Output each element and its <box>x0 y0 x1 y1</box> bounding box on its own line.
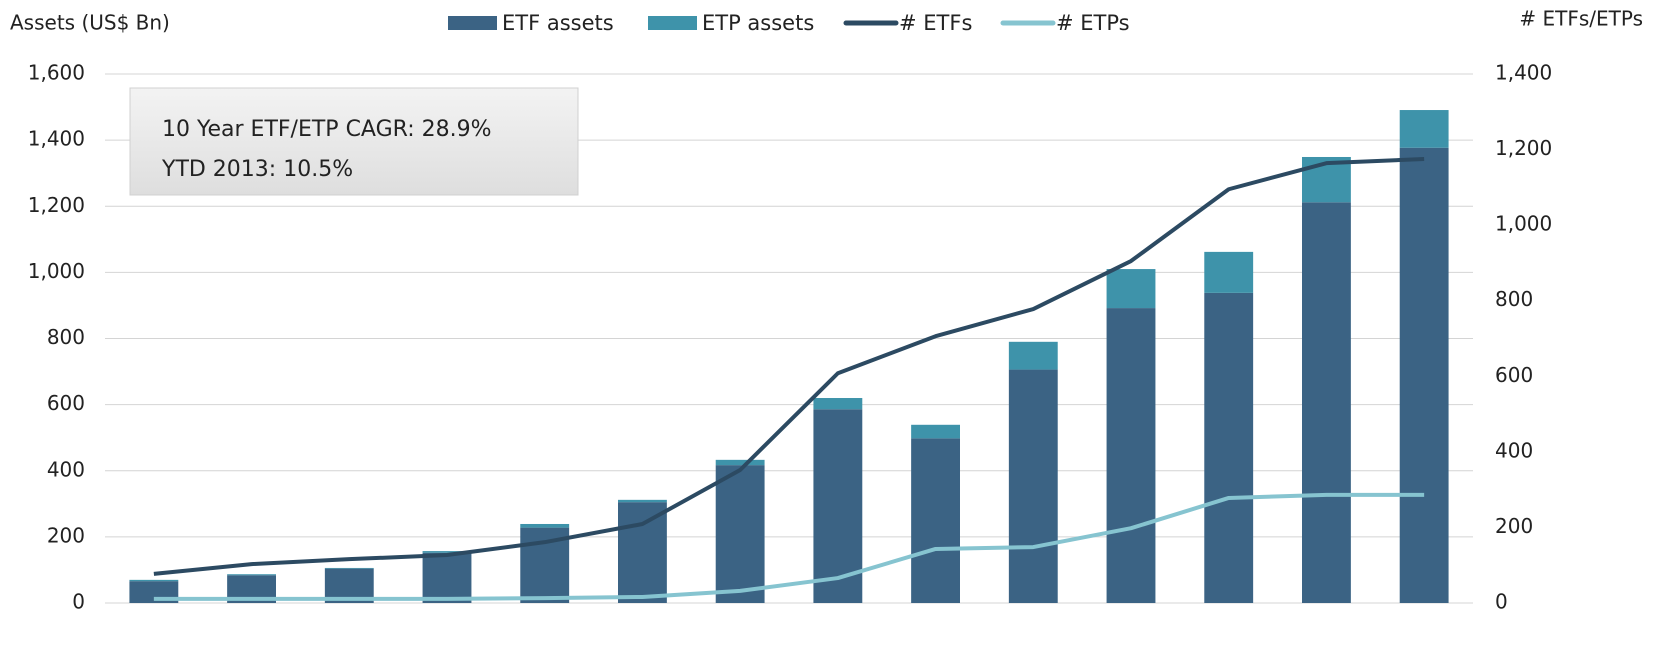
y-tick-label: 0 <box>72 590 85 614</box>
y2-tick-label: 800 <box>1495 287 1533 311</box>
bar <box>715 465 765 603</box>
bar <box>1399 110 1449 148</box>
bar <box>1106 308 1156 603</box>
bar <box>813 398 863 410</box>
bar <box>1008 341 1058 370</box>
annotation-box <box>129 87 579 196</box>
annotation: 10 Year ETF/ETP CAGR: 28.9% <box>162 117 492 142</box>
y-tick-label: 600 <box>47 391 85 415</box>
bar <box>911 424 960 439</box>
line <box>153 492 1425 601</box>
annotation: YTD 2013: 10.5% <box>161 157 353 182</box>
y-tick-label: 1,200 <box>28 193 85 217</box>
y2-tick-label: 0 <box>1495 590 1508 614</box>
legend-swatch <box>648 16 697 30</box>
y-tick-label: 400 <box>47 457 85 481</box>
bar <box>911 438 960 603</box>
legend-label: # ETFs <box>899 11 972 35</box>
y-tick-label: 1,400 <box>28 127 85 151</box>
y-tick-label: 800 <box>47 325 85 349</box>
bar <box>422 551 472 553</box>
y2-axis-title: # ETFs/ETPs <box>1519 7 1643 31</box>
y2-tick-label: 200 <box>1495 514 1533 538</box>
legend-label: ETF assets <box>502 11 614 35</box>
bar <box>1204 292 1254 603</box>
legend-label: ETP assets <box>702 11 814 35</box>
y2-tick-label: 1,400 <box>1495 61 1552 85</box>
bar <box>129 579 179 582</box>
line <box>153 157 1425 576</box>
bar <box>618 499 667 503</box>
bar <box>520 523 570 528</box>
bar <box>813 409 863 603</box>
y2-tick-label: 1,200 <box>1495 136 1552 160</box>
legend-label: # ETPs <box>1056 11 1130 35</box>
bar <box>1106 269 1156 309</box>
bar <box>715 459 765 466</box>
bar <box>324 567 374 569</box>
bar <box>422 552 472 603</box>
y-tick-label: 1,000 <box>28 259 85 283</box>
bar <box>618 502 667 603</box>
y-tick-label: 1,600 <box>28 61 85 85</box>
bar <box>1008 369 1058 603</box>
y2-tick-label: 1,000 <box>1495 212 1552 236</box>
legend-swatch <box>448 16 497 30</box>
bar <box>1302 202 1351 603</box>
bar <box>1204 251 1254 293</box>
y-axis-title: Assets (US$ Bn) <box>10 11 170 35</box>
y2-tick-label: 400 <box>1495 438 1533 462</box>
y-tick-label: 200 <box>47 523 85 547</box>
bar <box>227 574 276 576</box>
y2-tick-label: 600 <box>1495 363 1533 387</box>
bar <box>1399 147 1449 603</box>
